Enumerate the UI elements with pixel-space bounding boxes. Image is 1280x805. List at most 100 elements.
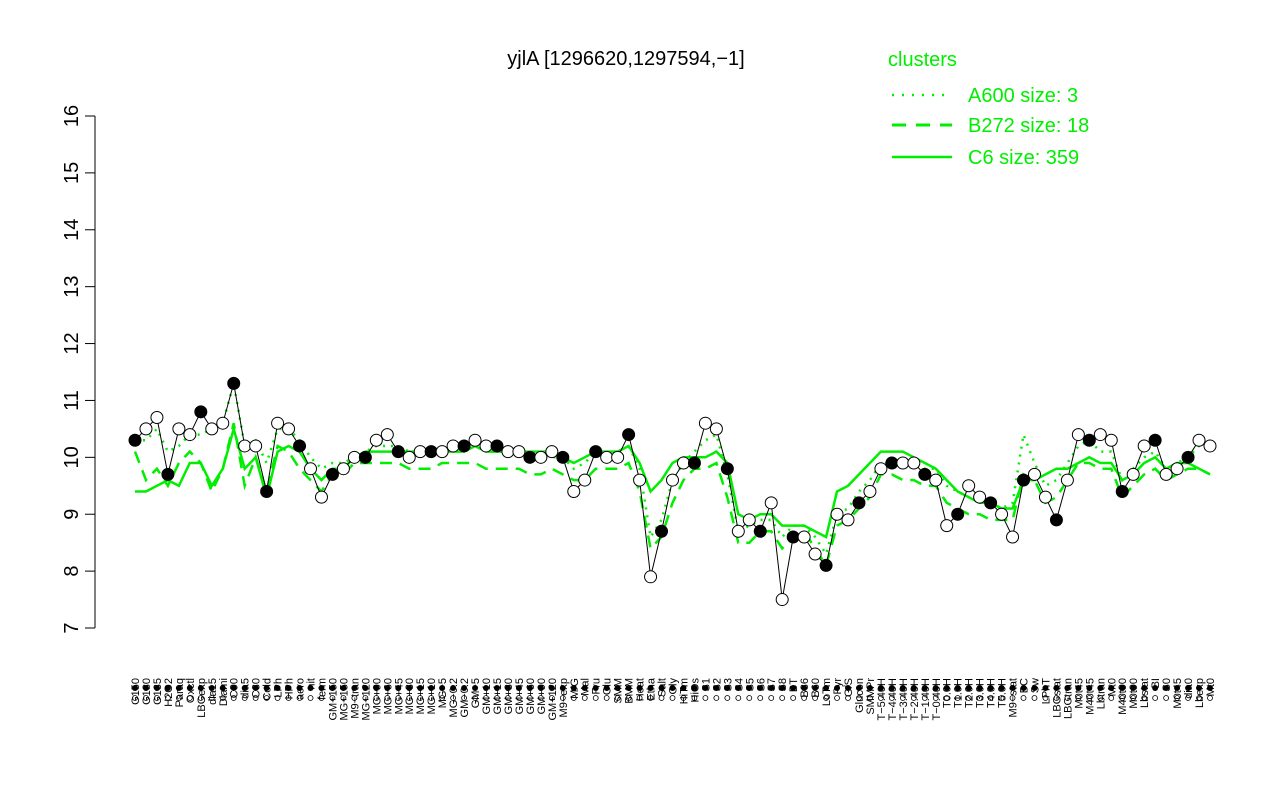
data-point	[380, 428, 394, 442]
x-tick-mark	[746, 685, 753, 691]
x-tick-mark	[954, 695, 961, 701]
x-tick-label: T−0.40H	[931, 678, 943, 721]
data-point	[644, 570, 658, 584]
x-tick-mark	[340, 695, 347, 701]
gene-series	[128, 376, 1217, 607]
x-tick-mark	[406, 695, 413, 701]
data-point	[545, 445, 559, 459]
x-tick-mark	[461, 695, 467, 701]
data-point	[358, 450, 372, 464]
x-tick-mark	[614, 695, 621, 701]
y-tick-label: 16	[61, 105, 83, 127]
x-tick-mark	[132, 695, 138, 701]
x-tick-mark	[132, 685, 138, 691]
x-tick-mark	[899, 685, 906, 691]
x-tick-mark	[428, 695, 435, 701]
data-point	[347, 450, 361, 464]
data-point	[369, 433, 383, 447]
data-point	[1203, 439, 1217, 453]
x-tick-mark	[384, 695, 391, 701]
x-tick-mark	[845, 695, 851, 701]
x-tick-mark	[998, 695, 1005, 701]
x-tick-label: GM+45	[514, 678, 526, 714]
x-tick-label: G/S	[843, 678, 855, 697]
x-tick-mark	[1174, 685, 1181, 691]
y-tick-label: 14	[61, 219, 83, 241]
x-tick-mark	[1086, 695, 1093, 701]
x-tick-label: T0.0H	[942, 678, 954, 708]
data-point	[1071, 428, 1085, 442]
x-tick-mark	[548, 695, 555, 701]
x-tick-mark	[274, 685, 281, 691]
data-point	[1093, 428, 1107, 442]
x-tick-mark	[592, 685, 599, 691]
x-tick-label: S3	[722, 678, 734, 691]
x-tick-mark	[1141, 695, 1148, 701]
x-axis: G150G180G135H2O2ParaqOxctlLBGexpdia15Dia…	[130, 677, 1217, 720]
data-point	[139, 422, 153, 436]
x-tick-mark	[153, 685, 160, 691]
x-tick-mark	[505, 695, 511, 701]
data-point	[622, 428, 636, 442]
x-tick-label: Mal	[580, 678, 592, 696]
data-point	[1038, 490, 1052, 504]
data-point	[830, 507, 844, 521]
y-tick-label: 15	[61, 162, 83, 184]
x-tick-mark	[263, 685, 270, 691]
data-point	[490, 439, 504, 453]
x-tick-label: S5	[744, 678, 756, 691]
x-tick-mark	[735, 695, 742, 701]
x-tick-mark	[910, 695, 917, 701]
x-tick-mark	[1141, 685, 1148, 691]
data-point	[918, 467, 932, 481]
x-tick-mark	[351, 695, 358, 701]
x-tick-mark	[559, 685, 566, 691]
data-point	[984, 496, 998, 510]
data-point	[951, 507, 965, 521]
x-tick-mark	[768, 685, 775, 691]
x-tick-mark	[823, 695, 829, 701]
x-tick-mark	[1097, 695, 1104, 701]
x-tick-mark	[439, 685, 446, 691]
x-tick-mark	[680, 685, 687, 691]
x-tick-mark	[625, 685, 632, 691]
x-tick-label: LBGstat	[1051, 678, 1063, 718]
x-tick-mark	[965, 685, 972, 691]
x-tick-mark	[658, 695, 665, 701]
x-tick-mark	[647, 685, 654, 691]
x-tick-label: GM+5	[470, 678, 482, 708]
data-point	[161, 467, 175, 481]
x-tick-label: Oxctl	[185, 678, 197, 703]
data-point	[150, 411, 164, 425]
data-point	[797, 530, 811, 544]
x-tick-mark	[504, 685, 511, 691]
data-point	[479, 439, 493, 453]
x-tick-mark	[1086, 685, 1093, 691]
x-tick-mark	[1075, 695, 1082, 701]
x-tick-mark	[1042, 695, 1049, 701]
x-tick-mark	[362, 685, 369, 691]
x-tick-mark	[307, 695, 314, 701]
x-tick-label: LBGtran	[1062, 678, 1074, 719]
x-tick-mark	[1108, 695, 1115, 701]
data-point	[753, 524, 767, 538]
x-tick-mark	[483, 685, 490, 691]
data-point	[1027, 467, 1041, 481]
data-point	[698, 416, 712, 430]
data-point	[720, 462, 734, 476]
x-tick-mark	[680, 695, 687, 701]
data-point	[457, 439, 471, 453]
y-tick-label: 8	[61, 566, 83, 577]
x-tick-label: BT	[788, 678, 800, 692]
data-point	[413, 445, 427, 459]
x-tick-label: Gly	[668, 678, 680, 695]
x-tick-label: Mt0	[1205, 678, 1217, 696]
x-tick-mark	[998, 685, 1005, 691]
y-tick-label: 12	[61, 332, 83, 354]
x-tick-mark	[307, 685, 314, 691]
data-point	[183, 428, 197, 442]
x-tick-mark	[987, 685, 994, 691]
x-tick-mark	[472, 685, 479, 691]
x-tick-mark	[252, 685, 259, 691]
